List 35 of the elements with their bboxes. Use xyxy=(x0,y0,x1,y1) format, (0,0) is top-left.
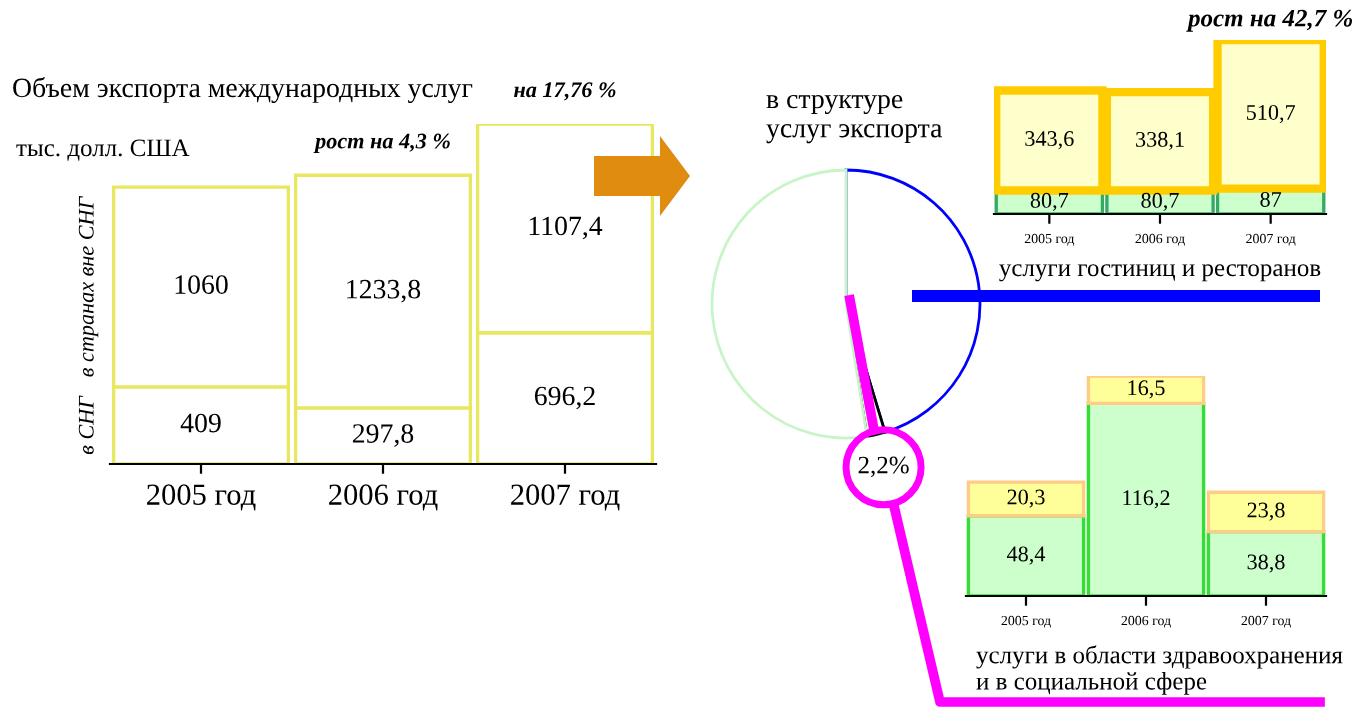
data-label: 23,8 xyxy=(1247,502,1285,521)
data-label: 2,2% xyxy=(858,456,909,478)
annotation: на 17,76 % xyxy=(514,82,616,101)
text: тыс. долл. США xyxy=(16,139,190,161)
bar xyxy=(1206,490,1326,534)
chart-title: Объем экспорта международных услуг xyxy=(13,77,473,103)
data-label: 338,1 xyxy=(1136,131,1184,151)
data-label: 696,2 xyxy=(534,386,595,410)
data-label: 510,7 xyxy=(1246,104,1296,124)
data-label: 1107,4 xyxy=(529,216,603,240)
data-label: 80,7 xyxy=(1141,192,1179,212)
data-label: 409 xyxy=(180,413,221,433)
bar xyxy=(966,480,1086,518)
text: в странах вне СНГ xyxy=(78,196,99,377)
data-label: 48,4 xyxy=(1006,546,1046,565)
bar xyxy=(1086,376,1206,406)
data-label: 297,8 xyxy=(352,424,414,447)
text: в СНГ xyxy=(78,395,94,455)
annotation: рост на 42,7 % xyxy=(1186,9,1353,32)
data-label: 1060 xyxy=(175,275,228,294)
text: услуги гостиниц и ресторанов xyxy=(999,264,1321,282)
data-label: 38,8 xyxy=(1247,554,1285,573)
data-label: 87 xyxy=(1260,191,1282,207)
x-tick-label: 2005 год xyxy=(147,484,256,511)
data-label: 116,2 xyxy=(1123,490,1170,509)
x-tick-label: 2007 год xyxy=(511,484,620,511)
data-label: 1233,8 xyxy=(347,279,421,303)
text: услуги в области здравоохранения и в социальной сфере xyxy=(976,645,1343,695)
data-label: 20,3 xyxy=(1007,489,1045,508)
data-label: 80,7 xyxy=(1030,192,1069,212)
annotation: рост на 4,3 % xyxy=(313,133,450,154)
data-label: 343,6 xyxy=(1025,131,1074,150)
x-tick-label: 2006 год xyxy=(329,484,438,511)
data-label: 16,5 xyxy=(1128,380,1165,399)
chart-title: в структуре услуг экспорта xyxy=(766,94,943,144)
